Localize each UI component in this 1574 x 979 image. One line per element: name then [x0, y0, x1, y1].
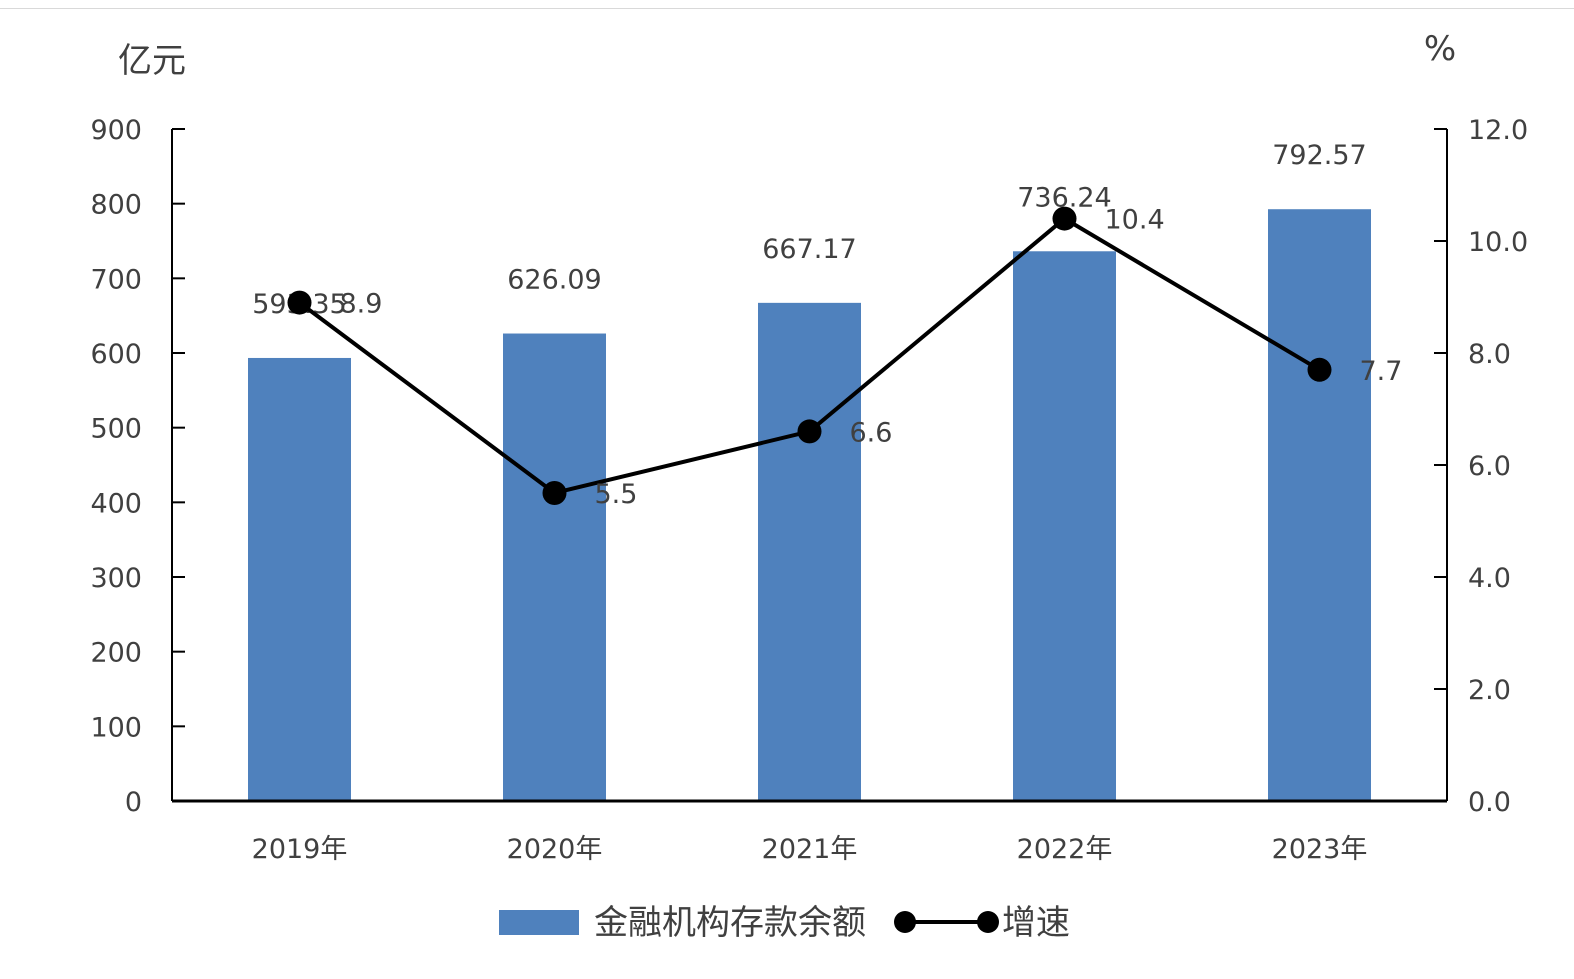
- line-data-label: 8.9: [340, 289, 383, 320]
- bar-data-label: 667.17: [762, 234, 856, 265]
- line-data-label: 7.7: [1360, 356, 1403, 387]
- line-marker: [797, 419, 822, 444]
- right-tick-label: 2.0: [1468, 675, 1511, 706]
- right-tick-label: 10.0: [1468, 227, 1528, 258]
- line-data-label: 6.6: [850, 417, 893, 448]
- x-tick-label: 2019年: [252, 834, 348, 865]
- top-divider: [0, 8, 1574, 9]
- left-tick-label: 800: [90, 190, 142, 221]
- legend-line-marker: [894, 911, 916, 933]
- right-tick-label: 8.0: [1468, 339, 1511, 370]
- right-axis: 0.0 2.0 4.0 6.0 8.0 10.0 12.0: [1434, 115, 1528, 818]
- bar-data-label: 792.57: [1272, 140, 1366, 171]
- left-tick-label: 500: [90, 414, 142, 445]
- bar: [503, 333, 606, 801]
- x-tick-label: 2022年: [1017, 834, 1113, 865]
- line-series: 8.9 5.5 6.6 10.4 7.7: [287, 205, 1403, 510]
- bar-series: [248, 209, 1371, 801]
- right-tick-label: 12.0: [1468, 115, 1528, 146]
- bar: [1013, 251, 1116, 801]
- bar: [758, 302, 861, 801]
- line-marker: [287, 290, 312, 315]
- line-data-label: 10.4: [1105, 205, 1165, 236]
- line-data-label: 5.5: [595, 479, 638, 510]
- line-marker: [542, 481, 567, 505]
- x-tick-label: 2023年: [1272, 834, 1368, 865]
- x-axis: 2019年 2020年 2021年 2022年 2023年: [172, 799, 1447, 865]
- left-tick-label: 300: [90, 563, 142, 594]
- right-tick-label: 0.0: [1468, 787, 1511, 818]
- line-marker: [1307, 357, 1332, 382]
- legend-line-label: 增速: [1002, 903, 1070, 943]
- line-marker: [1052, 206, 1077, 231]
- left-tick-label: 100: [90, 712, 142, 743]
- legend-line-marker: [977, 911, 999, 933]
- left-axis-unit: 亿元: [118, 41, 186, 81]
- left-tick-label: 700: [90, 264, 142, 295]
- legend-bar-swatch: [499, 910, 579, 935]
- right-axis-unit: %: [1424, 29, 1456, 69]
- bar: [1268, 209, 1371, 801]
- x-tick-label: 2021年: [762, 834, 858, 865]
- right-tick-label: 6.0: [1468, 451, 1511, 482]
- right-tick-label: 4.0: [1468, 563, 1511, 594]
- left-tick-label: 600: [90, 339, 142, 370]
- legend-bar-label: 金融机构存款余额: [594, 903, 866, 943]
- x-tick-label: 2020年: [507, 834, 603, 865]
- left-tick-label: 400: [90, 488, 142, 519]
- bar-data-label: 626.09: [507, 265, 601, 296]
- left-axis: 0 100 200 300 400 500 600 700 800 900: [90, 115, 185, 818]
- left-tick-label: 900: [90, 115, 142, 146]
- left-tick-label: 200: [90, 638, 142, 669]
- bar: [248, 357, 351, 801]
- legend: 金融机构存款余额 增速: [499, 903, 1070, 943]
- left-tick-label: 0: [125, 787, 142, 818]
